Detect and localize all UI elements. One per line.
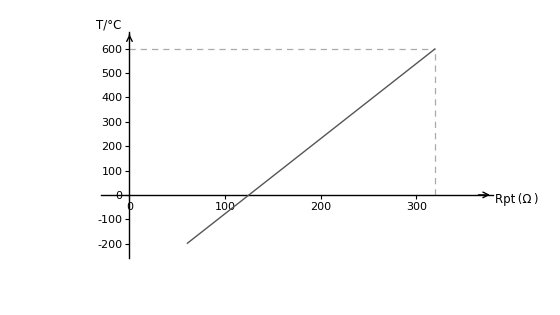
Text: T/°C: T/°C xyxy=(96,18,122,31)
Text: Rpt (Ω ): Rpt (Ω ) xyxy=(494,193,538,206)
